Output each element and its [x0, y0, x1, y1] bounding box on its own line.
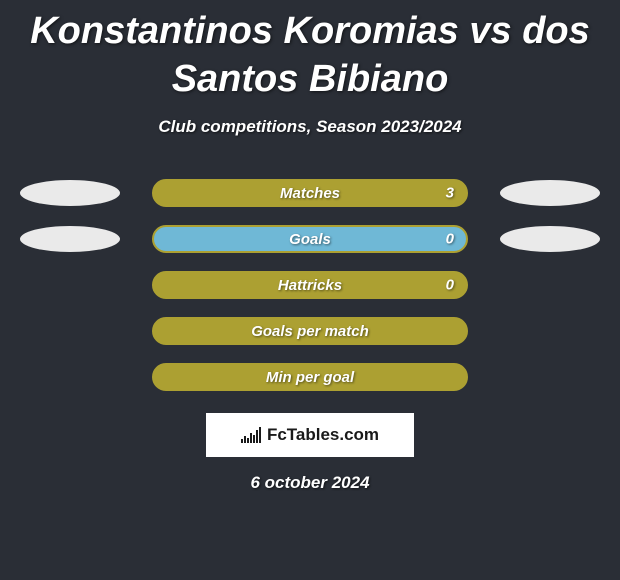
stat-value: 3 — [446, 185, 454, 202]
right-slot — [490, 226, 610, 252]
stats-rows: Matches 3 Goals 0 — [0, 179, 620, 391]
stat-bar-goals: Goals 0 — [152, 225, 468, 253]
stat-value: 0 — [446, 231, 454, 248]
right-slot — [490, 180, 610, 206]
stat-label: Min per goal — [266, 369, 354, 386]
stat-label: Goals — [289, 231, 331, 248]
left-ellipse — [20, 180, 120, 206]
stat-row: Goals 0 — [10, 225, 610, 253]
stat-bar-hattricks: Hattricks 0 — [152, 271, 468, 299]
left-slot — [10, 180, 130, 206]
badge-text: FcTables.com — [267, 425, 379, 445]
stat-row: Matches 3 — [10, 179, 610, 207]
stat-bar-min-per-goal: Min per goal — [152, 363, 468, 391]
stat-label: Matches — [280, 185, 340, 202]
stat-row: Hattricks 0 — [10, 271, 610, 299]
right-ellipse — [500, 226, 600, 252]
stat-label: Hattricks — [278, 277, 342, 294]
subtitle: Club competitions, Season 2023/2024 — [0, 117, 620, 137]
right-ellipse — [500, 180, 600, 206]
page-title: Konstantinos Koromias vs dos Santos Bibi… — [0, 0, 620, 103]
left-ellipse — [20, 226, 120, 252]
left-slot — [10, 226, 130, 252]
site-badge: FcTables.com — [206, 413, 414, 457]
stat-row: Min per goal — [10, 363, 610, 391]
stat-value: 0 — [446, 277, 454, 294]
stat-bar-matches: Matches 3 — [152, 179, 468, 207]
chart-icon — [241, 427, 261, 443]
stat-row: Goals per match — [10, 317, 610, 345]
stat-label: Goals per match — [251, 323, 369, 340]
date-text: 6 october 2024 — [0, 473, 620, 493]
stat-bar-goals-per-match: Goals per match — [152, 317, 468, 345]
